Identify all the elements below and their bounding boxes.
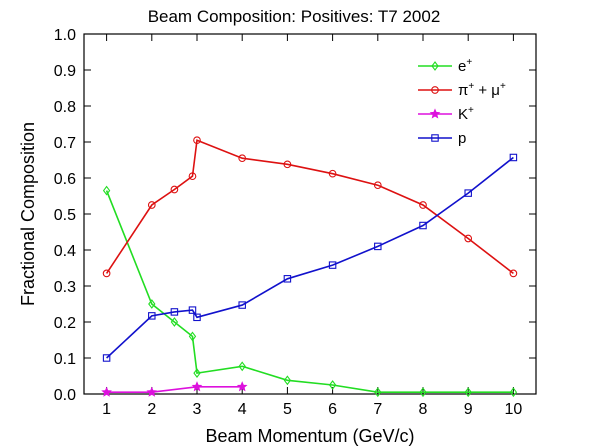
series-0 <box>102 185 518 398</box>
x-tick-label: 8 <box>419 401 428 418</box>
legend-entry: K+ <box>418 105 474 123</box>
data-point-circle-marker <box>188 172 197 181</box>
legend-label-part: + <box>500 81 506 92</box>
x-tick-label: 3 <box>193 401 202 418</box>
data-point-diamond-marker <box>148 299 156 309</box>
data-point-square-marker <box>431 134 439 142</box>
x-tick-label: 7 <box>373 401 382 418</box>
data-point-diamond-marker <box>283 375 292 386</box>
y-tick-label: 0.0 <box>54 387 76 404</box>
series-2 <box>101 381 248 397</box>
y-tick-label: 1.0 <box>54 27 76 44</box>
legend-label-part: + <box>468 105 474 116</box>
data-point-circle-marker <box>283 160 292 169</box>
x-tick-label: 4 <box>238 401 247 418</box>
series-3 <box>102 153 518 362</box>
data-point-square-marker <box>283 275 292 283</box>
legend-label-part: e <box>458 58 466 75</box>
data-point-square-marker <box>419 221 427 230</box>
legend-label-part: + <box>468 81 474 92</box>
y-tick-label: 0.7 <box>54 135 76 152</box>
data-point-diamond-marker <box>328 380 337 390</box>
series-line <box>105 139 514 275</box>
data-point-diamond-marker <box>464 387 472 398</box>
data-point-square-marker <box>328 261 337 269</box>
y-tick-label: 0.4 <box>54 243 76 260</box>
legend-label: p <box>458 130 466 147</box>
legend-entry: p <box>418 130 466 147</box>
data-point-star-marker <box>146 386 158 397</box>
legend: e+π+ + μ+K+p <box>418 57 506 147</box>
data-point-square-marker <box>170 308 179 316</box>
data-point-circle-marker <box>431 86 439 94</box>
data-point-circle-marker <box>464 234 473 243</box>
data-point-circle-marker <box>102 269 111 278</box>
axis-ticks: 1 2 3 4 5 6 7 8 9 10 0.0 0.1 0.2 0.3 0.4 0.5 0.6 0.7 0.8 0.… <box>54 27 536 418</box>
x-tick-label: 2 <box>147 401 156 418</box>
data-point-diamond-marker <box>374 387 382 398</box>
data-point-diamond-marker <box>102 185 111 196</box>
data-point-square-marker <box>374 242 382 251</box>
y-tick-label: 0.1 <box>54 351 76 368</box>
series-1 <box>102 136 518 278</box>
data-point-square-marker <box>188 306 197 314</box>
chart-title: Beam Composition: Positives: T7 2002 <box>148 7 441 26</box>
legend-label-part: π <box>458 82 468 99</box>
legend-label: K+ <box>458 105 474 123</box>
x-tick-label: 1 <box>102 401 111 418</box>
data-point-circle-marker <box>419 201 427 209</box>
series-line <box>106 156 514 359</box>
y-axis-label: Fractional Composition <box>18 122 38 306</box>
data-point-diamond-marker <box>188 331 197 342</box>
legend-label-part: + μ <box>474 82 500 99</box>
x-axis-label: Beam Momentum (GeV/c) <box>205 426 414 446</box>
data-point-square-marker <box>102 354 111 362</box>
data-point-star-marker <box>236 381 248 392</box>
x-tick-label: 9 <box>464 401 473 418</box>
data-point-square-marker <box>509 153 518 162</box>
data-point-star-marker <box>191 381 203 392</box>
y-tick-label: 0.8 <box>54 99 76 116</box>
legend-entry: e+ <box>418 57 472 75</box>
series-layer <box>101 136 518 398</box>
legend-label-part: + <box>466 57 472 68</box>
x-tick-label: 6 <box>328 401 337 418</box>
legend-label: π+ + μ+ <box>458 81 506 99</box>
data-point-diamond-marker <box>193 368 201 379</box>
data-point-diamond-marker <box>509 387 518 398</box>
x-tick-label: 5 <box>283 401 292 418</box>
data-point-star-marker <box>101 386 112 397</box>
y-tick-label: 0.3 <box>54 279 76 296</box>
series-line <box>105 190 514 394</box>
y-tick-label: 0.6 <box>54 171 76 188</box>
data-point-star-marker <box>429 108 441 119</box>
data-point-circle-marker <box>328 169 337 178</box>
data-point-circle-marker <box>193 136 201 145</box>
data-point-diamond-marker <box>431 61 439 71</box>
legend-label: e+ <box>458 57 472 75</box>
legend-label-part: K <box>458 106 468 123</box>
y-tick-label: 0.5 <box>54 207 76 224</box>
data-point-diamond-marker <box>238 361 246 372</box>
data-point-circle-marker <box>170 185 179 194</box>
data-point-diamond-marker <box>419 387 427 398</box>
y-tick-label: 0.2 <box>54 315 76 332</box>
series-line <box>106 385 243 394</box>
data-point-circle-marker <box>238 154 247 163</box>
data-point-circle-marker <box>373 181 382 190</box>
data-point-square-marker <box>464 189 472 197</box>
data-point-square-marker <box>148 312 156 320</box>
data-point-circle-marker <box>509 269 518 278</box>
legend-entry: π+ + μ+ <box>418 81 506 99</box>
data-point-diamond-marker <box>170 317 179 327</box>
y-tick-label: 0.9 <box>54 63 76 80</box>
data-point-square-marker <box>193 313 201 322</box>
x-tick-label: 10 <box>505 401 523 418</box>
data-point-square-marker <box>238 301 246 309</box>
data-point-circle-marker <box>147 201 156 209</box>
legend-label-part: p <box>458 130 466 147</box>
